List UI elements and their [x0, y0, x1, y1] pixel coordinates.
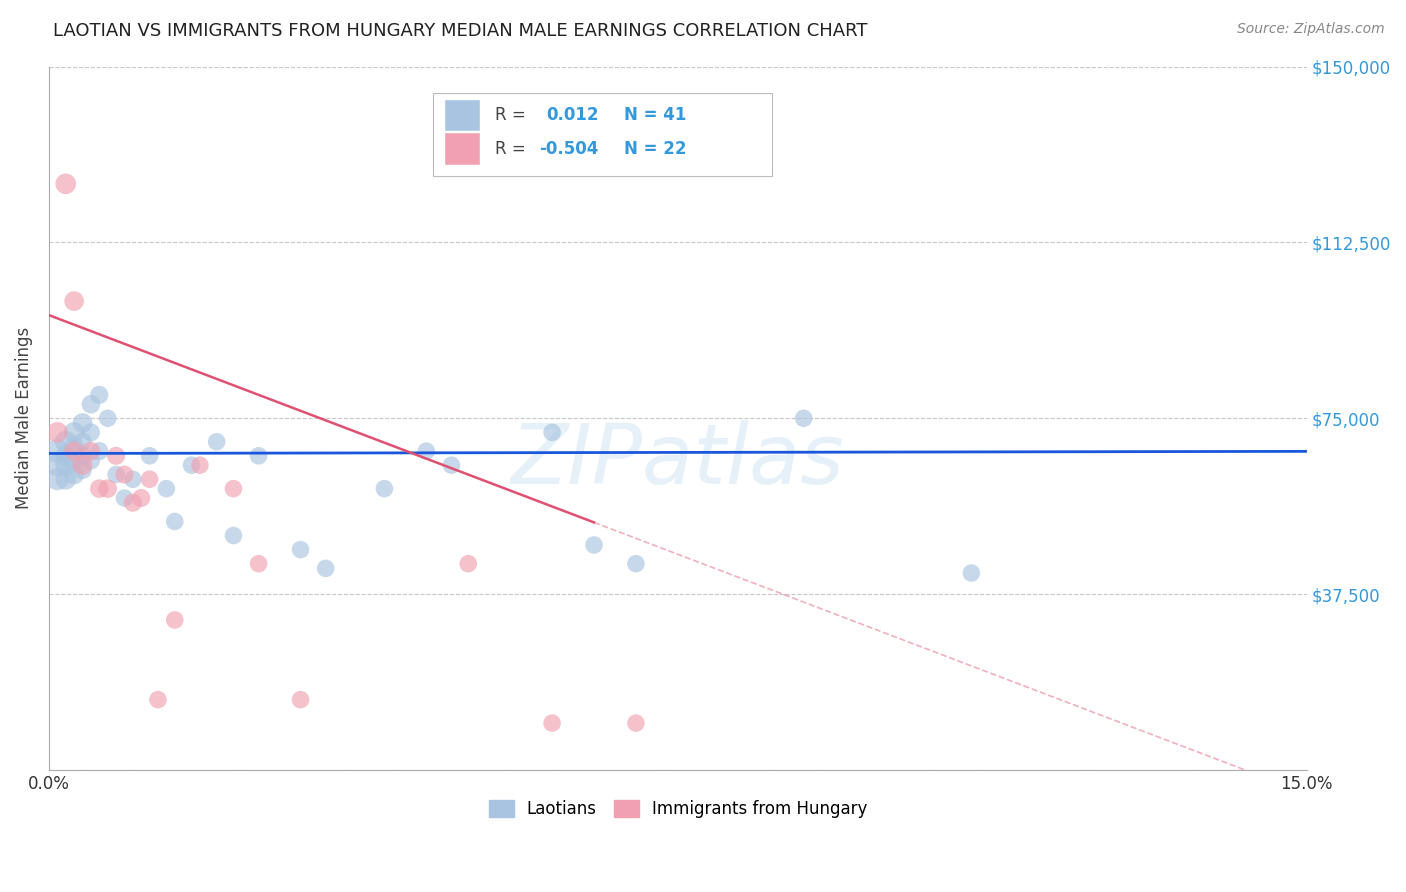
Point	[121, 472, 143, 486]
Point	[55, 449, 77, 463]
Point	[415, 444, 437, 458]
Point	[63, 467, 86, 482]
Point	[373, 482, 395, 496]
Point	[114, 491, 136, 505]
Point	[63, 439, 86, 453]
Point	[155, 482, 177, 496]
Point	[138, 472, 160, 486]
Point	[72, 449, 94, 463]
Point	[89, 388, 111, 402]
Text: N = 41: N = 41	[624, 106, 686, 125]
Text: -0.504: -0.504	[540, 140, 599, 158]
Point	[290, 542, 312, 557]
Point	[793, 411, 815, 425]
Point	[129, 491, 152, 505]
Point	[582, 538, 605, 552]
Text: Source: ZipAtlas.com: Source: ZipAtlas.com	[1237, 22, 1385, 37]
Text: 0.012: 0.012	[546, 106, 599, 125]
Text: LAOTIAN VS IMMIGRANTS FROM HUNGARY MEDIAN MALE EARNINGS CORRELATION CHART: LAOTIAN VS IMMIGRANTS FROM HUNGARY MEDIA…	[53, 22, 868, 40]
Point	[138, 449, 160, 463]
Point	[205, 434, 228, 449]
Point	[80, 444, 103, 458]
Point	[121, 496, 143, 510]
Point	[46, 425, 69, 440]
FancyBboxPatch shape	[446, 134, 481, 165]
Point	[72, 434, 94, 449]
Point	[624, 716, 647, 731]
Point	[80, 425, 103, 440]
Point	[89, 444, 111, 458]
Point	[247, 557, 270, 571]
Point	[541, 716, 564, 731]
Point	[72, 416, 94, 430]
Point	[55, 458, 77, 473]
Point	[222, 482, 245, 496]
Point	[222, 528, 245, 542]
Text: R =: R =	[495, 140, 526, 158]
Legend: Laotians, Immigrants from Hungary: Laotians, Immigrants from Hungary	[482, 794, 875, 825]
Point	[146, 692, 169, 706]
Text: ZIPatlas: ZIPatlas	[510, 420, 845, 501]
Point	[89, 482, 111, 496]
Point	[97, 482, 120, 496]
Point	[63, 444, 86, 458]
Point	[72, 463, 94, 477]
Point	[63, 294, 86, 309]
Point	[180, 458, 202, 473]
Point	[105, 467, 128, 482]
Point	[163, 515, 186, 529]
FancyBboxPatch shape	[433, 93, 772, 176]
Point	[114, 467, 136, 482]
Point	[97, 411, 120, 425]
Point	[46, 444, 69, 458]
Point	[46, 472, 69, 486]
Text: N = 22: N = 22	[624, 140, 686, 158]
Point	[457, 557, 479, 571]
Point	[55, 434, 77, 449]
Point	[80, 453, 103, 467]
FancyBboxPatch shape	[446, 100, 481, 131]
Point	[541, 425, 564, 440]
Point	[55, 472, 77, 486]
Point	[290, 692, 312, 706]
Point	[72, 458, 94, 473]
Y-axis label: Median Male Earnings: Median Male Earnings	[15, 327, 32, 509]
Point	[63, 453, 86, 467]
Point	[63, 425, 86, 440]
Point	[960, 566, 983, 580]
Point	[188, 458, 211, 473]
Point	[163, 613, 186, 627]
Point	[80, 397, 103, 411]
Point	[624, 557, 647, 571]
Point	[46, 458, 69, 473]
Point	[55, 177, 77, 191]
Text: R =: R =	[495, 106, 526, 125]
Point	[315, 561, 337, 575]
Point	[440, 458, 463, 473]
Point	[105, 449, 128, 463]
Point	[247, 449, 270, 463]
